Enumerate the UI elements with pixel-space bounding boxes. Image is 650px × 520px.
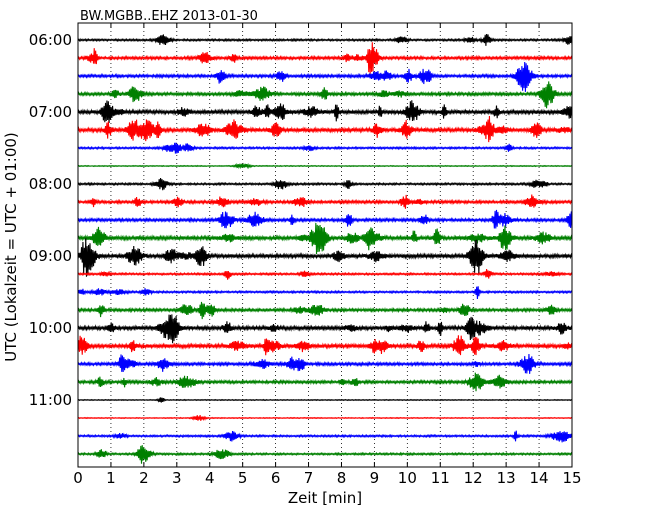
- x-axis-ticks: 0 1 2 3 4 5 6 7 8 9 10 11 12 13 14 15: [73, 23, 582, 487]
- y-tick-label-4: 10:00: [29, 319, 72, 337]
- y-tick-label-1: 07:00: [29, 103, 72, 121]
- trace-0815: [77, 194, 573, 209]
- x-tick-label-1: 1: [106, 469, 116, 487]
- x-tick-label-13: 13: [497, 469, 516, 487]
- chart-title: BW.MGBB..EHZ 2013-01-30: [80, 9, 258, 24]
- trace-1045: [77, 372, 573, 392]
- x-tick-label-10: 10: [398, 469, 417, 487]
- trace-0615: [77, 42, 573, 74]
- trace-1130: [77, 430, 573, 443]
- trace-0700: [77, 100, 573, 124]
- trace-0715: [77, 115, 573, 143]
- trace-1115: [77, 414, 573, 422]
- x-tick-label-15: 15: [562, 469, 581, 487]
- x-tick-label-5: 5: [238, 469, 248, 487]
- trace-0900: [77, 238, 573, 277]
- trace-0800: [77, 178, 573, 191]
- x-tick-label-4: 4: [205, 469, 215, 487]
- x-tick-label-11: 11: [431, 469, 450, 487]
- trace-1100: [77, 397, 573, 403]
- x-tick-label-14: 14: [530, 469, 549, 487]
- y-tick-label-3: 09:00: [29, 247, 72, 265]
- trace-0600: [77, 34, 573, 46]
- trace-0745: [77, 162, 573, 170]
- x-tick-label-9: 9: [370, 469, 380, 487]
- trace-1145: [77, 445, 573, 464]
- trace-1030: [77, 354, 573, 374]
- trace-0945: [77, 301, 573, 320]
- x-tick-label-0: 0: [73, 469, 83, 487]
- trace-group: [77, 34, 573, 464]
- trace-0930: [77, 286, 573, 300]
- x-tick-label-7: 7: [304, 469, 314, 487]
- trace-0845: [77, 223, 573, 254]
- x-tick-label-3: 3: [172, 469, 182, 487]
- y-axis-ticks: 06:00 07:00 08:00 09:00 10:00 11:00: [29, 31, 572, 409]
- trace-0915: [77, 269, 573, 280]
- x-axis-label: Zeit [min]: [288, 489, 362, 507]
- y-tick-label-2: 08:00: [29, 175, 72, 193]
- x-tick-label-8: 8: [337, 469, 347, 487]
- y-tick-label-5: 11:00: [29, 391, 72, 409]
- trace-0645: [77, 81, 573, 109]
- trace-1015: [77, 335, 573, 356]
- plot-frame: [77, 22, 573, 468]
- x-tick-label-12: 12: [464, 469, 483, 487]
- x-tick-label-6: 6: [271, 469, 281, 487]
- trace-0730: [77, 142, 573, 154]
- x-tick-label-2: 2: [139, 469, 149, 487]
- y-axis-label: UTC (Lokalzeit = UTC + 01:00): [2, 132, 20, 362]
- trace-0830: [77, 209, 573, 229]
- y-tick-label-0: 06:00: [29, 31, 72, 49]
- trace-1000: [77, 314, 573, 344]
- trace-0630: [77, 61, 573, 92]
